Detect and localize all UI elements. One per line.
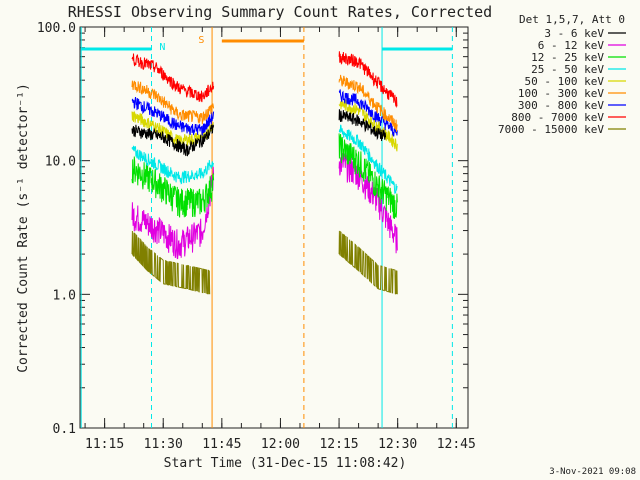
x-tick-label: 12:45: [437, 437, 476, 452]
series-line: [131, 80, 215, 125]
series-line: [131, 124, 215, 157]
legend-label: 7000 - 15000 keV: [498, 123, 604, 136]
chart-title: RHESSI Observing Summary Count Rates, Co…: [68, 3, 492, 21]
series-line: [338, 133, 398, 219]
series-line: [338, 109, 387, 142]
legend-label: 800 - 7000 keV: [511, 111, 604, 124]
x-tick-label: 11:45: [202, 437, 241, 452]
series-line: [338, 74, 398, 132]
timestamp: 3-Nov-2021 09:08: [549, 467, 636, 477]
series-line: [131, 53, 215, 103]
series-line: [338, 230, 398, 295]
plot-area: 0.1 1.0 10.0 100.0 11:15 11:30 11:45 12:00 12:15…: [37, 21, 476, 452]
night-flag-label: N: [159, 42, 165, 53]
x-tick-label: 11:30: [144, 437, 183, 452]
x-tick-label: 12:30: [378, 437, 417, 452]
plot-frame: [79, 26, 469, 429]
y-axis-label: Corrected Count Rate (s⁻¹ detector⁻¹): [16, 83, 31, 373]
series-line: [131, 96, 215, 136]
saa-flag-label: S: [198, 35, 204, 46]
legend-label: 300 - 800 keV: [518, 99, 604, 112]
legend-label: 6 - 12 keV: [538, 39, 605, 52]
series-line: [131, 156, 215, 218]
series-line: [338, 124, 398, 194]
y-tick-label: 10.0: [45, 155, 76, 170]
x-axis-label: Start Time (31-Dec-15 11:08:42): [164, 456, 407, 471]
series-line: [338, 51, 398, 109]
series-line: [338, 89, 398, 137]
legend-title: Det 1,5,7, Att 0: [519, 13, 625, 26]
y-tick-label: 100.0: [37, 21, 76, 36]
legend-label: 50 - 100 keV: [525, 75, 605, 88]
legend-label: 3 - 6 keV: [544, 27, 604, 40]
legend-label: 12 - 25 keV: [531, 51, 604, 64]
y-tick-label: 0.1: [53, 422, 76, 437]
y-tick-label: 1.0: [53, 288, 76, 303]
x-tick-label: 12:15: [319, 437, 358, 452]
legend-label: 100 - 300 keV: [518, 87, 604, 100]
series-line: [338, 97, 398, 152]
series-line: [131, 230, 211, 295]
x-tick-label: 11:15: [85, 437, 124, 452]
legend-label: 25 - 50 keV: [531, 63, 604, 76]
series-line: [131, 145, 215, 185]
x-tick-label: 12:00: [261, 437, 300, 452]
series-line: [131, 166, 215, 260]
